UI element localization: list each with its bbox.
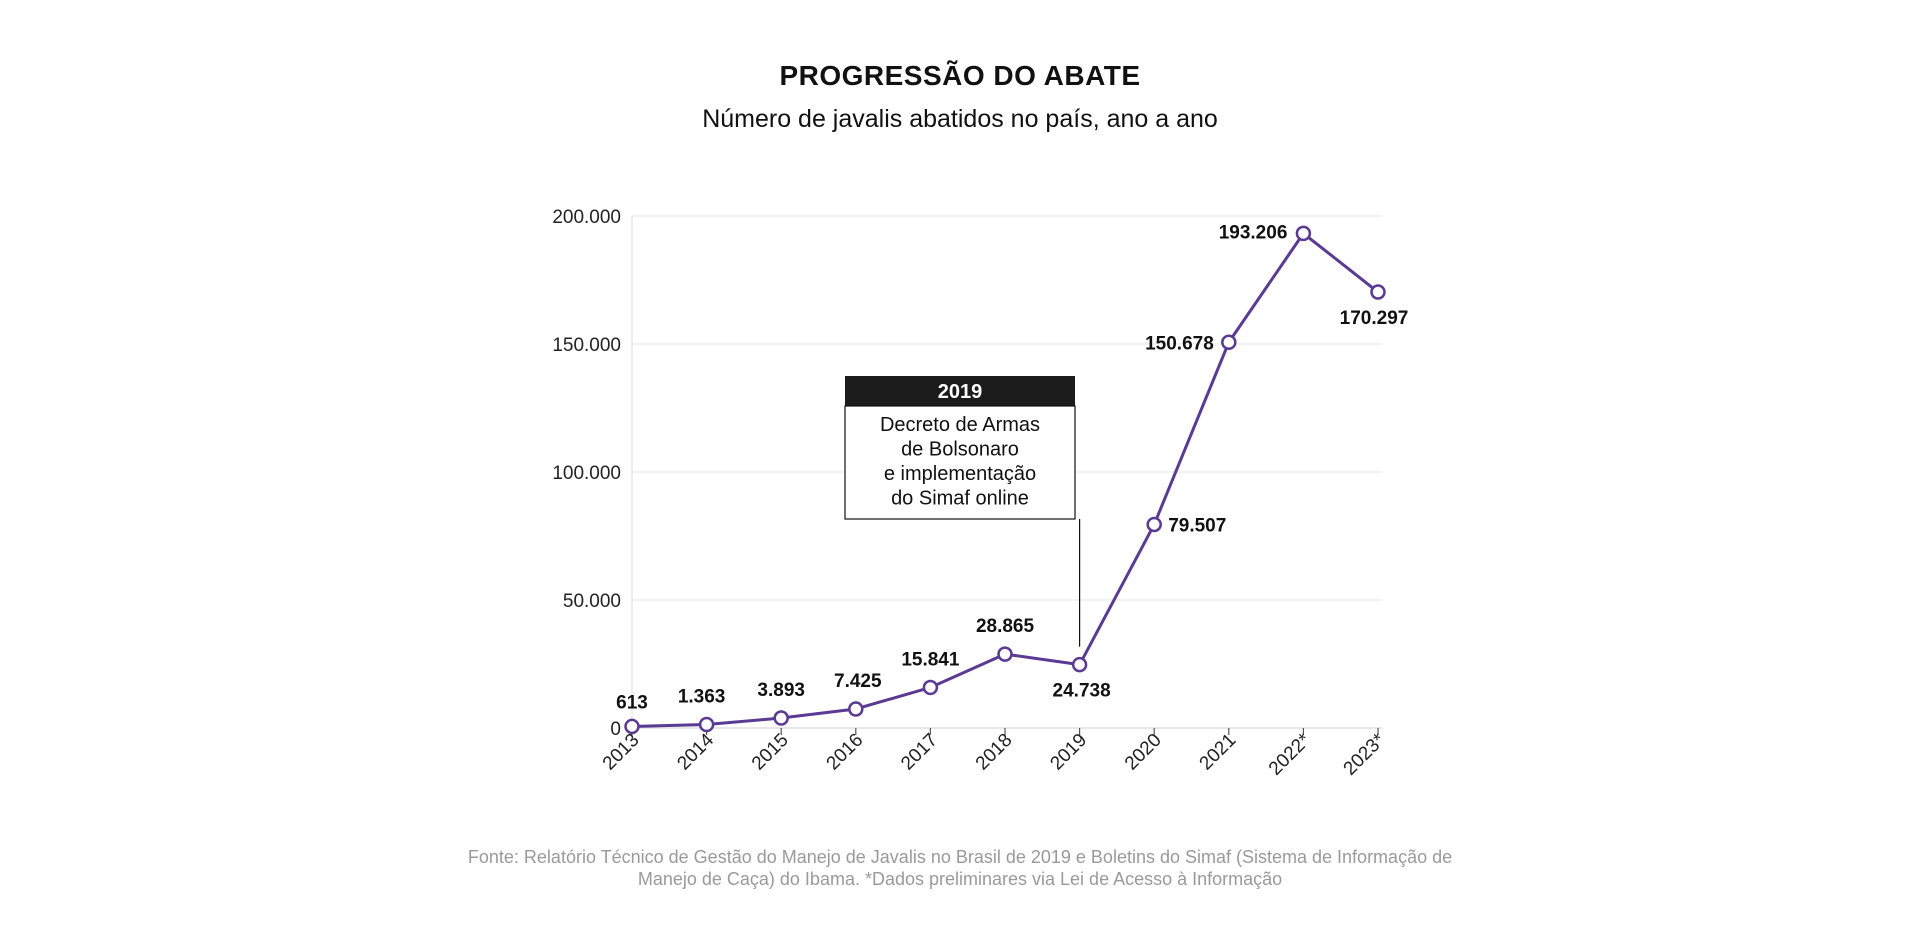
- x-tick-label: 2014: [673, 729, 718, 774]
- x-tick-label: 2015: [748, 730, 793, 775]
- y-tick-label: 100.000: [552, 463, 621, 484]
- annotation-header: [845, 376, 1075, 406]
- data-point: [1370, 284, 1386, 300]
- annotation-box: [844, 405, 1076, 520]
- data-point: [1071, 656, 1088, 673]
- x-tick-label: 2020: [1121, 730, 1166, 775]
- x-tick-label: 2021: [1196, 730, 1241, 775]
- data-label: 79.507: [1168, 515, 1226, 536]
- data-label: 3.893: [757, 680, 805, 701]
- data-label: 24.738: [1053, 681, 1111, 702]
- annotation-line: e implementação: [884, 463, 1036, 485]
- data-label: 193.206: [1219, 222, 1288, 243]
- source-note: Fonte: Relatório Técnico de Gestão do Ma…: [467, 847, 1453, 889]
- data-point: [698, 716, 715, 733]
- chart-title: PROGRESSÃO DO ABATE: [779, 60, 1141, 91]
- chart-subtitle: Número de javalis abatidos no país, ano …: [702, 105, 1218, 133]
- data-point: [773, 710, 789, 726]
- x-tick-label: 2013: [599, 730, 644, 775]
- data-point: [922, 679, 939, 696]
- annotation-line: de Bolsonaro: [901, 439, 1019, 461]
- data-point: [997, 646, 1013, 662]
- data-label: 7.425: [834, 671, 882, 692]
- x-tick-label: 2022*: [1265, 729, 1315, 779]
- series: [624, 225, 1386, 735]
- data-point: [1295, 225, 1312, 242]
- data-point: [1221, 334, 1237, 351]
- data-label: 170.297: [1340, 308, 1409, 329]
- data-label: 613: [616, 692, 648, 713]
- annotation-title: 2019: [938, 381, 983, 403]
- data-label: 1.363: [678, 687, 726, 708]
- y-tick-label: 200.000: [552, 207, 621, 228]
- annotation-line: Decreto de Armas: [880, 414, 1040, 436]
- data-point: [1146, 516, 1162, 533]
- data-label: 15.841: [901, 649, 960, 670]
- y-tick-label: 50.000: [563, 591, 621, 612]
- y-tick-label: 0: [610, 719, 621, 740]
- data-labels: 613 1.363 3.893 7.425 15.841 28.865 24.738 79.5…: [616, 222, 1408, 713]
- x-tick-label: 2018: [972, 730, 1017, 775]
- x-tick-label: 2019: [1046, 730, 1091, 775]
- data-point: [624, 718, 640, 735]
- x-tick-label: 2017: [897, 730, 942, 775]
- x-tick-label: 2023*: [1340, 729, 1390, 779]
- y-tick-label: 150.000: [552, 335, 621, 356]
- data-point: [848, 701, 864, 717]
- data-label: 28.865: [976, 616, 1035, 637]
- annotation-line: do Simaf online: [891, 488, 1029, 510]
- x-tick-label: 2016: [823, 730, 868, 775]
- data-label: 150.678: [1145, 333, 1214, 354]
